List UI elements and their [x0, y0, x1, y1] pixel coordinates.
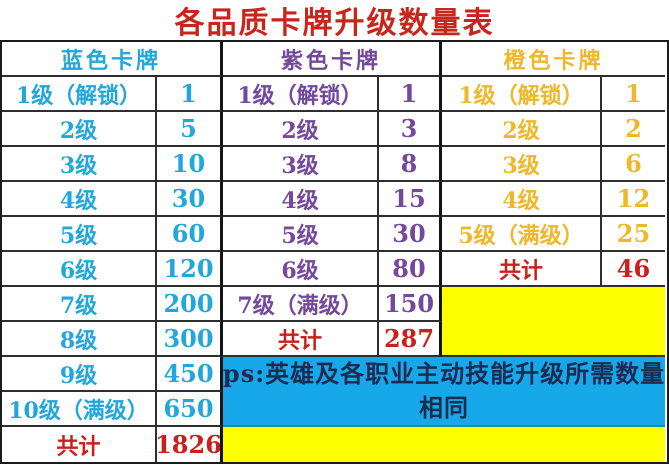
purple-level-value: 1 [379, 77, 442, 112]
orange-total-value: 46 [602, 252, 665, 287]
blue-level-label: 8级 [2, 322, 157, 357]
note-line-2: 相同 [419, 393, 469, 422]
purple-level-value: 150 [379, 287, 442, 322]
orange-total-label: 共计 [442, 252, 602, 287]
blue-level-value: 120 [157, 252, 223, 287]
orange-level-value: 25 [602, 217, 665, 252]
blue-level-label: 7级 [2, 287, 157, 322]
purple-level-label: 5级 [223, 217, 379, 252]
orange-level-value: 2 [602, 112, 665, 147]
blue-total-value: 1826 [157, 427, 223, 462]
card-upgrade-table: 蓝色卡牌 紫色卡牌 橙色卡牌 1级（解锁） 1 2级 5 3级 10 4级 30… [0, 40, 669, 464]
blue-cards-header: 蓝色卡牌 [2, 42, 223, 77]
orange-level-label: 3级 [442, 147, 602, 182]
blue-level-value: 1 [157, 77, 223, 112]
blue-level-label: 2级 [2, 112, 157, 147]
blue-level-label: 6级 [2, 252, 157, 287]
blue-level-label: 4级 [2, 182, 157, 217]
blue-level-value: 60 [157, 217, 223, 252]
yellow-filler-strip [223, 427, 665, 462]
blue-level-value: 650 [157, 392, 223, 427]
purple-level-value: 30 [379, 217, 442, 252]
purple-level-label: 6级 [223, 252, 379, 287]
purple-cards-header: 紫色卡牌 [223, 42, 442, 77]
purple-total-value: 287 [379, 322, 442, 357]
orange-level-label: 5级（满级） [442, 217, 602, 252]
orange-level-label: 2级 [442, 112, 602, 147]
orange-level-value: 6 [602, 147, 665, 182]
blue-level-value: 30 [157, 182, 223, 217]
orange-level-label: 1级（解锁） [442, 77, 602, 112]
orange-level-value: 1 [602, 77, 665, 112]
purple-level-label: 1级（解锁） [223, 77, 379, 112]
blue-level-label: 10级（满级） [2, 392, 157, 427]
orange-level-label: 4级 [442, 182, 602, 217]
orange-level-value: 12 [602, 182, 665, 217]
blue-level-label: 1级（解锁） [2, 77, 157, 112]
orange-cards-header: 橙色卡牌 [442, 42, 665, 77]
blue-level-value: 10 [157, 147, 223, 182]
purple-level-label: 2级 [223, 112, 379, 147]
purple-level-value: 15 [379, 182, 442, 217]
purple-level-label: 7级（满级） [223, 287, 379, 322]
blue-level-value: 5 [157, 112, 223, 147]
blue-level-value: 450 [157, 357, 223, 392]
page-title: 各品质卡牌升级数量表 [174, 6, 495, 41]
purple-level-value: 3 [379, 112, 442, 147]
purple-level-value: 80 [379, 252, 442, 287]
purple-total-label: 共计 [223, 322, 379, 357]
blue-level-label: 5级 [2, 217, 157, 252]
blue-level-value: 300 [157, 322, 223, 357]
blue-total-label: 共计 [2, 427, 157, 462]
note-banner: ps:英雄及各职业主动技能升级所需数量 相同 [223, 357, 665, 427]
purple-level-value: 8 [379, 147, 442, 182]
blue-level-label: 3级 [2, 147, 157, 182]
purple-level-label: 3级 [223, 147, 379, 182]
blue-level-label: 9级 [2, 357, 157, 392]
note-line-1: ps:英雄及各职业主动技能升级所需数量 [223, 359, 665, 388]
yellow-filler-block [442, 287, 665, 357]
purple-level-label: 4级 [223, 182, 379, 217]
blue-level-value: 200 [157, 287, 223, 322]
